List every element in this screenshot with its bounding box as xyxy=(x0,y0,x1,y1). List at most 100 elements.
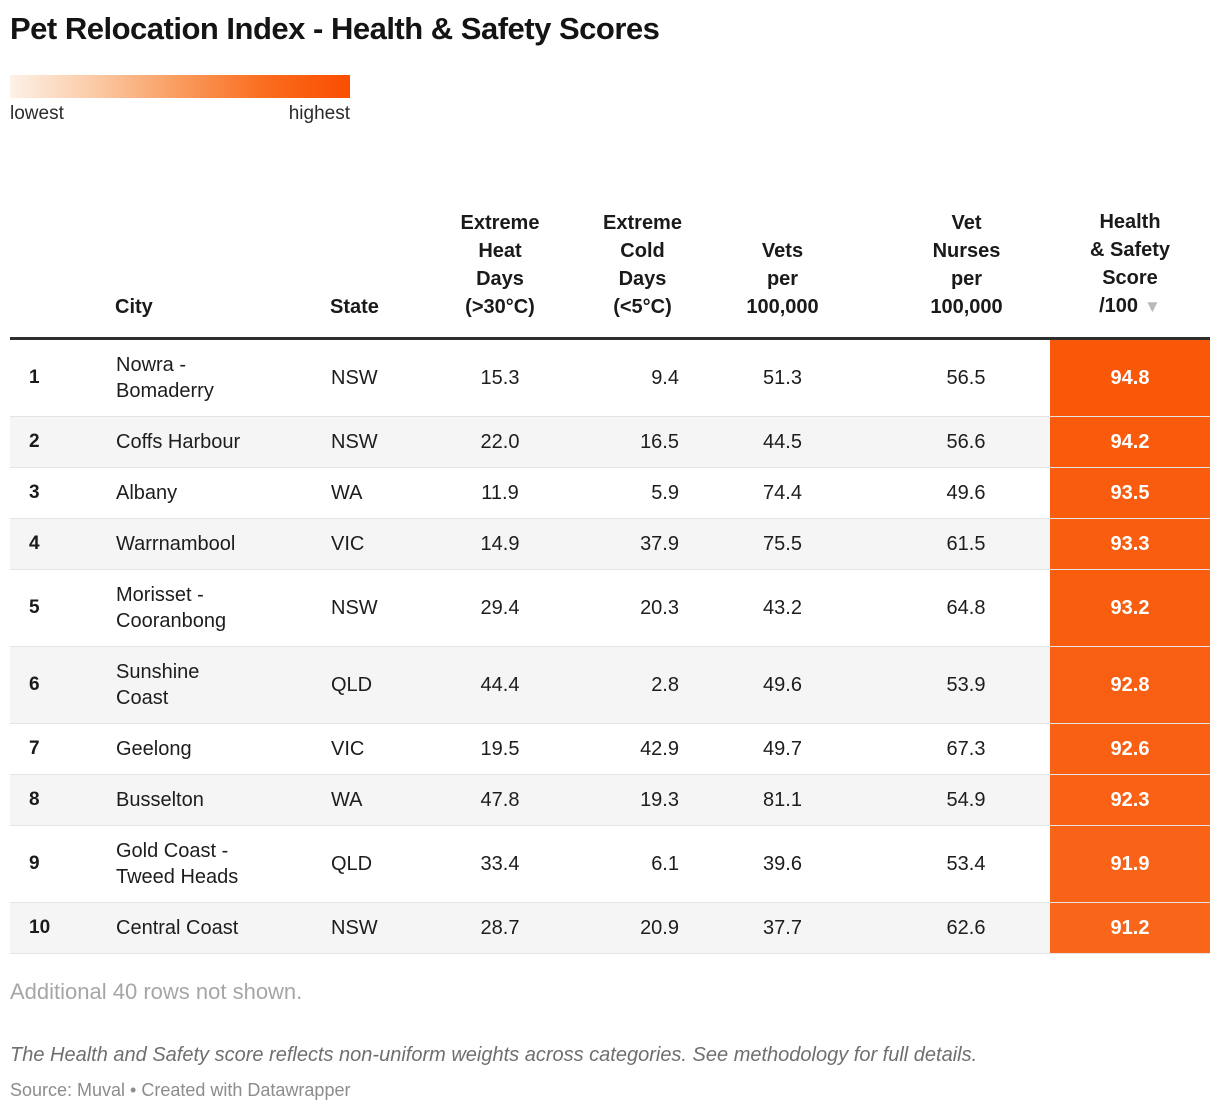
rank-cell: 7 xyxy=(29,737,40,759)
column-header-extreme-heat[interactable]: Extreme Heat Days (>30°C) xyxy=(445,154,555,340)
rank-cell: 9 xyxy=(29,852,40,874)
rank-cell: 3 xyxy=(29,481,40,503)
state-cell: VIC xyxy=(331,532,365,555)
column-header-vet-nurses[interactable]: Vet Nurses per 100,000 xyxy=(835,154,1050,340)
rank-cell: 4 xyxy=(29,532,40,554)
heat-cell: 22.0 xyxy=(480,430,520,453)
city-cell: Busselton xyxy=(116,788,204,811)
cold-cell: 5.9 xyxy=(651,481,679,504)
column-header-vets[interactable]: Vets per 100,000 xyxy=(730,154,835,340)
cold-cell: 16.5 xyxy=(640,430,679,453)
cold-cell: 9.4 xyxy=(651,366,679,389)
column-header-extreme-cold[interactable]: Extreme Cold Days (<5°C) xyxy=(555,154,730,340)
heat-cell: 29.4 xyxy=(480,596,520,619)
vets-cell: 74.4 xyxy=(763,481,802,504)
score-cell: 91.9 xyxy=(1050,825,1210,902)
heat-cell: 33.4 xyxy=(480,852,520,875)
methodology-note: The Health and Safety score reflects non… xyxy=(10,1043,978,1066)
table-row: 4 Warrnambool VIC 14.9 37.9 75.5 61.5 93… xyxy=(10,518,1210,569)
column-header-city[interactable]: City xyxy=(115,154,330,340)
sort-desc-icon[interactable]: ▼ xyxy=(1144,296,1161,316)
state-cell: QLD xyxy=(331,852,373,875)
state-cell: NSW xyxy=(331,366,378,389)
additional-rows-note: Additional 40 rows not shown. xyxy=(10,978,303,1004)
rank-cell: 1 xyxy=(29,366,40,388)
heat-cell: 44.4 xyxy=(480,673,520,696)
page-title: Pet Relocation Index - Health & Safety S… xyxy=(10,11,660,46)
vets-cell: 51.3 xyxy=(763,366,802,389)
cold-cell: 6.1 xyxy=(651,852,679,875)
legend-gradient-bar xyxy=(10,75,350,98)
legend-label-highest: highest xyxy=(288,103,350,124)
nurses-cell: 54.9 xyxy=(946,788,986,811)
column-header-rank xyxy=(10,154,115,340)
nurses-cell: 49.6 xyxy=(946,481,986,504)
nurses-cell: 62.6 xyxy=(946,916,986,939)
nurses-cell: 53.4 xyxy=(946,852,986,875)
rank-cell: 2 xyxy=(29,430,40,452)
rank-cell: 5 xyxy=(29,596,40,618)
heat-cell: 15.3 xyxy=(480,366,520,389)
nurses-cell: 56.5 xyxy=(946,366,986,389)
state-cell: NSW xyxy=(331,596,378,619)
score-cell: 93.5 xyxy=(1050,467,1210,518)
score-cell: 92.6 xyxy=(1050,723,1210,774)
score-cell: 92.8 xyxy=(1050,646,1210,723)
table-row: 2 Coffs Harbour NSW 22.0 16.5 44.5 56.6 … xyxy=(10,416,1210,467)
source-attribution: Source: Muval • Created with Datawrapper xyxy=(10,1079,351,1100)
vets-cell: 49.6 xyxy=(763,673,802,696)
table-row: 6 Sunshine Coast QLD 44.4 2.8 49.6 53.9 … xyxy=(10,646,1210,723)
table-row: 9 Gold Coast - Tweed Heads QLD 33.4 6.1 … xyxy=(10,825,1210,902)
table-row: 8 Busselton WA 47.8 19.3 81.1 54.9 92.3 xyxy=(10,774,1210,825)
score-cell: 94.2 xyxy=(1050,416,1210,467)
legend-label-lowest: lowest xyxy=(10,103,64,124)
heat-cell: 14.9 xyxy=(480,532,520,555)
city-cell: Warrnambool xyxy=(116,532,236,555)
city-cell: Nowra - Bomaderry xyxy=(116,353,214,402)
table-row: 10 Central Coast NSW 28.7 20.9 37.7 62.6… xyxy=(10,902,1210,953)
table-row: 3 Albany WA 11.9 5.9 74.4 49.6 93.5 xyxy=(10,467,1210,518)
city-cell: Coffs Harbour xyxy=(116,430,241,453)
vets-cell: 81.1 xyxy=(763,788,802,811)
city-cell: Gold Coast - Tweed Heads xyxy=(116,839,239,888)
score-cell: 94.8 xyxy=(1050,338,1210,416)
state-cell: NSW xyxy=(331,916,378,939)
score-cell: 92.3 xyxy=(1050,774,1210,825)
nurses-cell: 64.8 xyxy=(946,596,986,619)
vets-cell: 43.2 xyxy=(763,596,802,619)
column-header-state[interactable]: State xyxy=(330,154,445,340)
heat-cell: 28.7 xyxy=(480,916,520,939)
state-cell: WA xyxy=(331,481,363,504)
heat-cell: 11.9 xyxy=(481,481,519,504)
vets-cell: 49.7 xyxy=(763,737,802,760)
cold-cell: 42.9 xyxy=(640,737,679,760)
cold-cell: 20.9 xyxy=(640,916,679,939)
rank-cell: 10 xyxy=(29,916,51,938)
cold-cell: 2.8 xyxy=(651,673,679,696)
nurses-cell: 56.6 xyxy=(946,430,986,453)
heat-cell: 47.8 xyxy=(480,788,520,811)
cold-cell: 37.9 xyxy=(640,532,679,555)
table-row: 7 Geelong VIC 19.5 42.9 49.7 67.3 92.6 xyxy=(10,723,1210,774)
state-cell: WA xyxy=(331,788,363,811)
rank-cell: 6 xyxy=(29,673,40,695)
header-row: City State Extreme Heat Days (>30°C) Ext… xyxy=(10,154,1210,340)
state-cell: QLD xyxy=(331,673,373,696)
score-cell: 91.2 xyxy=(1050,902,1210,953)
scores-table: City State Extreme Heat Days (>30°C) Ext… xyxy=(10,154,1210,954)
city-cell: Geelong xyxy=(116,737,192,760)
rank-cell: 8 xyxy=(29,788,40,810)
heat-cell: 19.5 xyxy=(480,737,520,760)
state-cell: VIC xyxy=(331,737,365,760)
table-row: 5 Morisset - Cooranbong NSW 29.4 20.3 43… xyxy=(10,569,1210,646)
vets-cell: 44.5 xyxy=(763,430,802,453)
score-cell: 93.2 xyxy=(1050,569,1210,646)
vets-cell: 75.5 xyxy=(763,532,802,555)
nurses-cell: 67.3 xyxy=(946,737,986,760)
nurses-cell: 53.9 xyxy=(946,673,986,696)
score-cell: 93.3 xyxy=(1050,518,1210,569)
nurses-cell: 61.5 xyxy=(946,532,986,555)
city-cell: Central Coast xyxy=(116,916,239,939)
column-header-score[interactable]: Health & Safety Score /100 ▼ xyxy=(1050,154,1210,340)
